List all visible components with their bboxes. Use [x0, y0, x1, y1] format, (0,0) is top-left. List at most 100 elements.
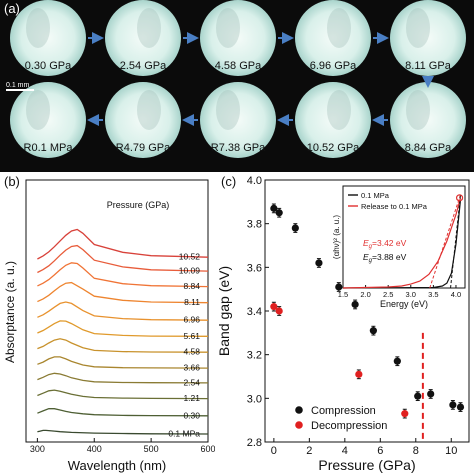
micrograph-pressure-label: R7.38 GPa: [211, 142, 266, 154]
inset-x-tick-label: 4.0: [451, 290, 461, 299]
micrograph-cell: [295, 0, 371, 76]
inset-x-tick-label: 3.0: [406, 290, 416, 299]
bandgap-point: [351, 300, 359, 309]
sample-crystal: [137, 90, 161, 130]
inset-y-axis-label: (αhν)² (a. u.): [332, 215, 341, 260]
x-tick-label-c: 2: [306, 445, 312, 457]
sample-crystal: [327, 90, 351, 130]
y-tick-label-c: 3.6: [247, 262, 262, 274]
inset-curve: [342, 197, 462, 289]
spectrum-line: [37, 228, 209, 260]
inset-fit-line: [429, 194, 461, 289]
y-axis-label-c: Band gap (eV): [216, 266, 232, 356]
x-tick-label-c: 8: [413, 445, 419, 457]
spectrum-pressure-label: 1.21: [183, 393, 200, 403]
x-tick-label-b: 500: [144, 444, 159, 454]
micrograph-cell: [200, 82, 276, 158]
legend-label: Compression: [311, 405, 376, 417]
bandgap-point: [427, 390, 435, 398]
spectrum-line: [37, 338, 209, 353]
legend-marker: [295, 406, 303, 414]
bandgap-point: [335, 283, 343, 291]
y-tick-label-c: 3.4: [247, 306, 262, 318]
panel-b-absorptance-chart: (b) 0.1 MPa 0.30 1.21 2.54 3.66 4.58 5.61 6.96 8…: [0, 172, 215, 474]
spectrum-pressure-label: 8.11: [184, 297, 200, 307]
inset-frame: [342, 185, 466, 289]
x-tick-label-b: 600: [200, 444, 215, 454]
micrograph-cell: [10, 0, 86, 76]
spectrum-pressure-label: 3.66: [183, 363, 200, 373]
bandgap-point: [369, 327, 377, 335]
scale-bar: 0.1 mm: [6, 82, 34, 91]
plot-frame-b: [25, 179, 209, 443]
x-tick-label-c: 10: [445, 445, 457, 457]
sample-crystal: [137, 8, 161, 48]
micrograph-cell: [105, 0, 181, 76]
bandgap-svg: (c) 0 2 4 6 8 10 2.8 3.0 3.2 3.4 3.6 3.8 4.0 Compres…: [216, 174, 470, 473]
legend-label: Decompression: [311, 420, 387, 432]
y-tick-label-c: 2.8: [247, 437, 262, 449]
inset-bandgap-annotation: Eg=3.42 eV: [363, 238, 407, 250]
inset-curve: [342, 199, 462, 289]
inset-x-tick-label: 3.5: [428, 290, 438, 299]
inset-x-tick-label: 2.0: [360, 290, 370, 299]
x-tick-label-b: 400: [87, 444, 102, 454]
y-tick-label-c: 3.2: [247, 350, 262, 362]
y-axis-label-b: Absorptance (a. u.): [3, 261, 17, 363]
spectrum-line: [37, 262, 209, 288]
micrograph-cell: [390, 82, 466, 158]
bandgap-point: [270, 204, 278, 212]
y-tick-label-c: 4.0: [247, 175, 262, 187]
micrograph-pressure-label: 2.54 GPa: [120, 60, 167, 72]
spectrum-line: [37, 244, 209, 274]
micrograph-pressure-label: 8.11 GPa: [405, 60, 452, 72]
inset-x-tick-label: 1.5: [338, 290, 348, 299]
micrograph-pressure-label: R0.1 MPa: [24, 142, 74, 154]
inset-legend-label: Release to 0.1 MPa: [361, 202, 428, 211]
sample-crystal: [216, 90, 240, 130]
inset-x-axis-label: Energy (eV): [380, 299, 428, 309]
panel-a-micrographs: (a) 0.30 GPa 2.54 GPa 4.58 GPa 6.96 GPa 8.11…: [0, 0, 474, 172]
absorptance-svg: (b) 0.1 MPa 0.30 1.21 2.54 3.66 4.58 5.61 6.96 8…: [3, 174, 215, 473]
inset-legend-label: 0.1 MPa: [361, 191, 390, 200]
sample-crystal: [26, 8, 50, 48]
spectrum-pressure-label: 8.84: [183, 281, 200, 291]
spectrum-line: [37, 408, 209, 417]
spectrum-line: [37, 372, 209, 384]
micrograph-pressure-label: 10.52 GPa: [307, 142, 360, 154]
micrograph-pressure-label: 6.96 GPa: [310, 60, 357, 72]
scale-bar-label: 0.1 mm: [6, 82, 30, 89]
x-tick-label-c: 4: [342, 445, 348, 457]
inset-peak-marker: [455, 194, 464, 202]
x-tick-label-b: 300: [30, 444, 45, 454]
bandgap-point: [291, 224, 299, 232]
x-axis-label-c: Pressure (GPa): [318, 457, 415, 473]
bandgap-point: [414, 392, 422, 400]
bandgap-point: [401, 410, 409, 418]
micrograph-pressure-label: R4.79 GPa: [116, 142, 171, 154]
legend-marker: [295, 421, 303, 429]
spectrum-line: [37, 429, 209, 435]
sample-crystal: [406, 8, 430, 48]
bandgap-point: [393, 357, 401, 365]
spectrum-pressure-label: 10.52: [179, 252, 201, 262]
panel-c-bandgap-chart: (c) 0 2 4 6 8 10 2.8 3.0 3.2 3.4 3.6 3.8 4.0 Compres…: [215, 172, 474, 474]
bandgap-point: [456, 403, 465, 411]
spectrum-line: [37, 281, 209, 304]
x-tick-label-c: 6: [377, 445, 383, 457]
x-axis-label-b: Wavelength (nm): [68, 458, 167, 473]
spectrum-pressure-label: 5.61: [183, 331, 200, 341]
micrograph-pressure-label: 8.84 GPa: [405, 142, 452, 154]
micrograph-cell: [390, 0, 466, 76]
spectrum-pressure-label: 4.58: [183, 347, 200, 357]
legend-title-b: Pressure (GPa): [107, 200, 170, 210]
micrograph-cell: [105, 82, 181, 158]
spectrum-pressure-label: 2.54: [183, 377, 200, 387]
spectrum-line: [37, 389, 209, 400]
bandgap-point: [275, 307, 283, 315]
micrograph-cell: [10, 82, 86, 158]
inset-bandgap-annotation: Eg=3.88 eV: [363, 252, 407, 264]
bandgap-point: [275, 209, 283, 217]
inset-x-tick-label: 2.5: [383, 290, 393, 299]
micrograph-grid: 0.30 GPa 2.54 GPa 4.58 GPa 6.96 GPa 8.11 GPa…: [6, 0, 466, 158]
